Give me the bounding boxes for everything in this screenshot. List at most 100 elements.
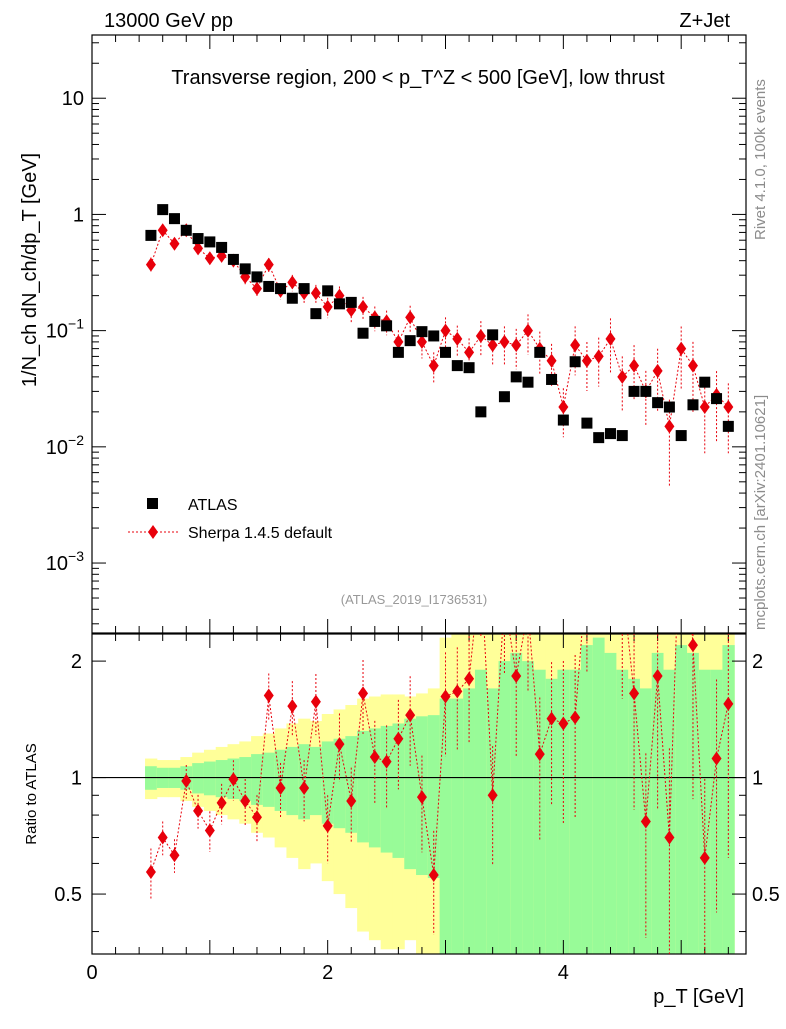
header-right-label: Z+Jet xyxy=(679,10,730,32)
ratio-point xyxy=(240,793,251,808)
ratio-y-tick-label-right: 0.5 xyxy=(752,884,780,906)
atlas-point xyxy=(322,285,334,297)
atlas-point xyxy=(463,362,475,374)
ratio-band-inner xyxy=(262,752,276,807)
atlas-point xyxy=(699,376,711,388)
atlas-point xyxy=(604,428,616,440)
atlas-point xyxy=(416,326,428,338)
atlas-point xyxy=(263,280,275,292)
atlas-point xyxy=(369,315,381,327)
atlas-point xyxy=(498,391,510,403)
ratio-band-inner xyxy=(592,637,606,954)
legend-atlas-marker xyxy=(147,498,158,509)
sherpa-point xyxy=(676,341,687,356)
ratio-point xyxy=(687,638,698,653)
ratio-band-inner xyxy=(251,754,264,805)
sherpa-point xyxy=(581,353,592,368)
y-tick-label: 10−1 xyxy=(46,316,84,343)
ratio-band-inner xyxy=(557,669,570,954)
atlas-point xyxy=(239,263,251,275)
atlas-point xyxy=(722,420,734,432)
ratio-point xyxy=(157,830,168,845)
sherpa-point xyxy=(699,400,710,415)
ratio-band-inner xyxy=(486,688,500,954)
ratio-point xyxy=(251,810,262,825)
atlas-point xyxy=(145,229,157,241)
ratio-point xyxy=(570,710,581,725)
ratio-point xyxy=(145,865,156,880)
sherpa-point xyxy=(546,353,557,368)
ratio-band-inner xyxy=(310,746,323,816)
plot-title: Transverse region, 200 < p_T^Z < 500 [Ge… xyxy=(171,67,665,89)
atlas-point xyxy=(216,241,228,253)
ratio-point xyxy=(440,689,451,704)
sherpa-point xyxy=(475,328,486,343)
ratio-band-inner xyxy=(581,645,594,954)
legend-sherpa-label: Sherpa 1.4.5 default xyxy=(188,525,333,542)
ratio-point xyxy=(546,711,557,726)
atlas-point xyxy=(440,346,452,358)
ratio-band-inner xyxy=(687,652,700,954)
ratio-band-inner xyxy=(333,738,346,829)
atlas-point xyxy=(652,397,664,409)
ratio-point xyxy=(487,788,498,803)
sherpa-point xyxy=(652,363,663,378)
atlas-point xyxy=(569,356,581,368)
ratio-band-inner xyxy=(404,718,417,870)
ratio-point xyxy=(228,772,239,787)
ratio-point xyxy=(169,848,180,863)
atlas-point xyxy=(192,233,204,245)
y-tick-label: 10−3 xyxy=(46,548,84,575)
y-tick-label: 10−2 xyxy=(46,432,84,459)
ratio-point xyxy=(511,669,522,684)
ratio-point xyxy=(464,671,475,686)
ratio-point xyxy=(428,868,439,883)
ratio-point xyxy=(723,696,734,711)
atlas-point xyxy=(157,204,169,216)
ratio-band-inner xyxy=(628,678,641,954)
atlas-point xyxy=(510,371,522,383)
x-tick-label: 4 xyxy=(558,962,569,984)
ratio-point xyxy=(358,686,369,701)
ratio-point xyxy=(711,751,722,766)
ratio-y-tick-label-right: 1 xyxy=(752,768,763,790)
atlas-point xyxy=(345,296,357,308)
ratio-band-inner xyxy=(616,669,629,954)
sherpa-point xyxy=(605,331,616,346)
atlas-point xyxy=(628,385,640,397)
sherpa-point xyxy=(464,345,475,360)
ratio-point xyxy=(558,716,569,731)
x-tick-label: 0 xyxy=(86,962,97,984)
sherpa-point xyxy=(723,400,734,415)
atlas-point xyxy=(557,414,569,426)
atlas-point xyxy=(286,292,298,304)
sherpa-point xyxy=(487,338,498,353)
atlas-series xyxy=(145,204,734,444)
x-tick-label: 2 xyxy=(322,962,333,984)
ratio-band-inner xyxy=(380,725,393,853)
y-tick-label: 10 xyxy=(62,88,84,110)
ratio-band-inner xyxy=(357,730,370,843)
ratio-point xyxy=(676,481,686,495)
atlas-point xyxy=(475,406,487,418)
sherpa-point xyxy=(558,400,569,415)
sherpa-point xyxy=(145,257,156,272)
sherpa-point xyxy=(358,299,369,314)
atlas-point xyxy=(581,417,593,429)
ratio-point xyxy=(193,803,204,818)
sherpa-point xyxy=(440,323,451,338)
ratio-band-inner xyxy=(675,645,688,954)
atlas-point xyxy=(392,346,404,358)
ratio-band-inner xyxy=(722,645,735,954)
ratio-point xyxy=(617,575,627,589)
ratio-y-tick-label-left: 2 xyxy=(71,651,82,673)
sherpa-point xyxy=(416,334,427,349)
atlas-point xyxy=(298,283,310,295)
ratio-point xyxy=(216,795,227,810)
ratio-band-inner xyxy=(510,652,523,954)
sherpa-point xyxy=(393,334,404,349)
ratio-point xyxy=(263,688,274,703)
ratio-band-inner xyxy=(498,661,511,954)
sherpa-point xyxy=(452,331,463,346)
